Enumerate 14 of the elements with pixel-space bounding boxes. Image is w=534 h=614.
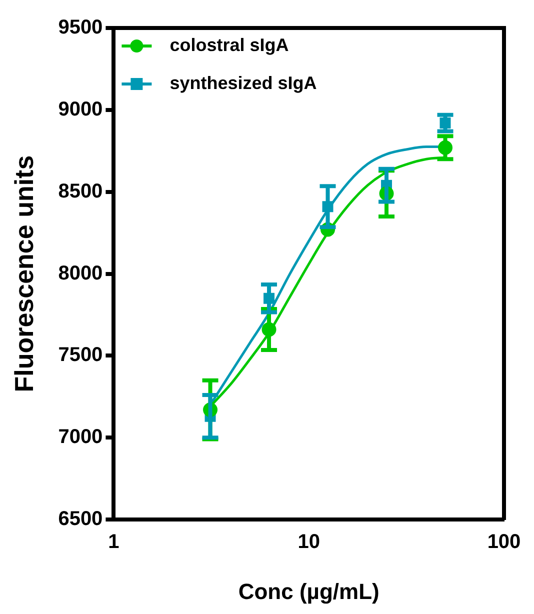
y-axis-title: Fluorescence units [8,155,39,392]
x-tick-label: 1 [108,531,120,554]
y-tick-label: 7000 [58,426,103,448]
y-tick-label: 9000 [58,98,103,120]
y-tick-label: 8500 [58,180,103,202]
y-tick-label: 7500 [58,344,103,366]
x-axis-title: Conc (µg/mL) [238,578,380,604]
legend-label: colostral sIgA [170,34,289,55]
x-tick-label: 100 [487,531,521,554]
y-tick-label: 9500 [58,16,103,39]
legend-label: synthesized sIgA [170,72,317,93]
y-tick-label: 8000 [58,262,103,284]
y-tick-label: 6500 [58,508,103,530]
x-tick-label: 10 [298,531,320,554]
